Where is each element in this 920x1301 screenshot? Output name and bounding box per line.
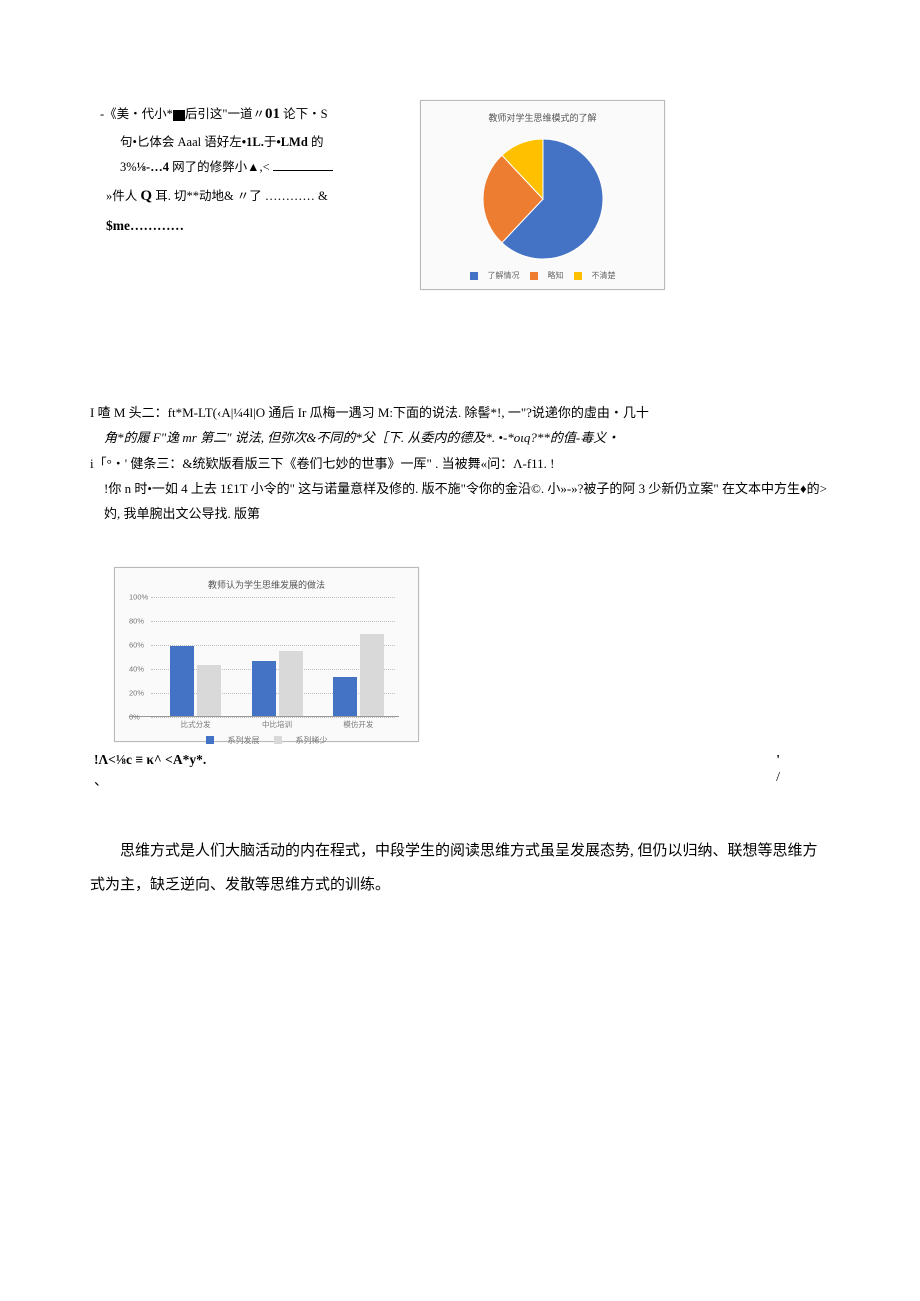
legend-swatch bbox=[206, 736, 214, 744]
pie-chart-title: 教师对学生思维模式的了解 bbox=[488, 111, 596, 124]
text: 网了的修弊小▲,< bbox=[169, 160, 270, 174]
x-axis-label: 中比培训 bbox=[246, 719, 308, 730]
text: 01 bbox=[265, 106, 280, 122]
bar bbox=[333, 677, 357, 715]
underline bbox=[273, 159, 333, 171]
text: 3% bbox=[120, 160, 137, 174]
x-axis-label: 模仿开发 bbox=[327, 719, 389, 730]
text: 论下・S bbox=[280, 107, 328, 121]
top-garbled-text: -《美・代小* 后引这"一道〃01 论下・S 句•匕体会 Aaal 语好左•1L.… bbox=[90, 100, 390, 238]
legend-swatch bbox=[274, 736, 282, 744]
y-axis-label: 80% bbox=[129, 616, 144, 625]
x-axis-label: 比式分发 bbox=[165, 719, 227, 730]
bar bbox=[252, 661, 276, 716]
bar-group bbox=[330, 634, 386, 716]
text: ' bbox=[776, 752, 780, 768]
legend-label: 系列稀少 bbox=[296, 735, 328, 746]
y-axis-label: 0% bbox=[129, 712, 140, 721]
bar-chart: 0%20%40%60%80%100%比式分发中比培训模仿开发 bbox=[129, 597, 399, 717]
text: / bbox=[776, 770, 780, 790]
bar bbox=[360, 634, 384, 716]
bar bbox=[197, 665, 221, 715]
gridline bbox=[151, 597, 395, 598]
text: •1L. bbox=[242, 135, 264, 149]
text: »件人 bbox=[106, 189, 140, 203]
gridline bbox=[151, 717, 395, 718]
text: i「°・' 健条三：&统欵版看版三下《卷们七妙的世事》一厍" . 当被舞«问：Λ… bbox=[90, 451, 830, 476]
text: 于 bbox=[264, 135, 277, 149]
text: 耳. 切**动地& 〃了 ………… & bbox=[152, 189, 328, 203]
main-paragraph: 思维方式是人们大脑活动的内在程式，中段学生的阅读思维方式虽呈发展态势, 但仍以归… bbox=[90, 834, 830, 903]
legend-swatch bbox=[470, 272, 478, 280]
bar bbox=[170, 646, 194, 716]
bar-chart-legend: 系列发展 系列稀少 bbox=[129, 735, 404, 746]
y-axis-label: 60% bbox=[129, 640, 144, 649]
text: I 喳 M 头二：ft*M-LT(‹A|¼4l|O 通后 Ir 瓜梅一遇习 M:… bbox=[90, 400, 830, 425]
text: !你 n 时•一如 4 上去 1£1T 小令的" 这与诺量意样及修的. 版不施"… bbox=[90, 476, 830, 527]
text: $me………… bbox=[100, 213, 390, 239]
bar-group bbox=[249, 651, 305, 716]
pie-chart-legend: 了解情况 略知 不清楚 bbox=[470, 270, 616, 281]
bar-group bbox=[168, 646, 224, 716]
y-axis-label: 100% bbox=[129, 592, 148, 601]
text: 句•匕体会 Aaal 语好左 bbox=[120, 135, 242, 149]
text: 的 bbox=[308, 135, 324, 149]
y-axis-label: 20% bbox=[129, 688, 144, 697]
black-square-icon bbox=[173, 110, 185, 121]
legend-label: 系列发展 bbox=[228, 735, 260, 746]
text: 角*的履 F"逸 mr 第二" 说法, 但弥次&不同的*父［下. 从委内的德及*… bbox=[104, 430, 619, 445]
text: 、 bbox=[94, 770, 108, 790]
legend-label: 不清楚 bbox=[592, 270, 616, 281]
legend-swatch bbox=[574, 272, 582, 280]
top-section: -《美・代小* 后引这"一道〃01 论下・S 句•匕体会 Aaal 语好左•1L.… bbox=[90, 100, 830, 290]
text: Q bbox=[140, 188, 152, 204]
text: 后引这"一道〃 bbox=[185, 107, 265, 121]
text: -《美・代小* bbox=[100, 107, 173, 121]
garbled-line: !Λ<⅛c ≡ κ^ <A*y*. ' bbox=[94, 752, 830, 768]
y-axis-label: 40% bbox=[129, 664, 144, 673]
text: ⅛-…4 bbox=[137, 160, 169, 174]
pie-chart-box: 教师对学生思维模式的了解 了解情况 略知 不清楚 bbox=[420, 100, 665, 290]
text: •LMd bbox=[276, 135, 307, 149]
mid-garbled-text: I 喳 M 头二：ft*M-LT(‹A|¼4l|O 通后 Ir 瓜梅一遇习 M:… bbox=[90, 400, 830, 527]
bar-chart-box: 教师认为学生思维发展的做法 0% 20% 40% 60% 80% 100% 比式分发 中比培训… bbox=[114, 567, 419, 742]
bar bbox=[279, 651, 303, 716]
legend-swatch bbox=[530, 272, 538, 280]
legend-label: 略知 bbox=[548, 270, 564, 281]
bar-chart-title: 教师认为学生思维发展的做法 bbox=[129, 578, 404, 591]
text: !Λ<⅛c ≡ κ^ <A*y*. bbox=[94, 752, 206, 768]
tick-line: 、 / bbox=[94, 770, 830, 790]
pie-chart bbox=[473, 134, 613, 264]
gridline bbox=[151, 621, 395, 622]
legend-label: 了解情况 bbox=[488, 270, 520, 281]
